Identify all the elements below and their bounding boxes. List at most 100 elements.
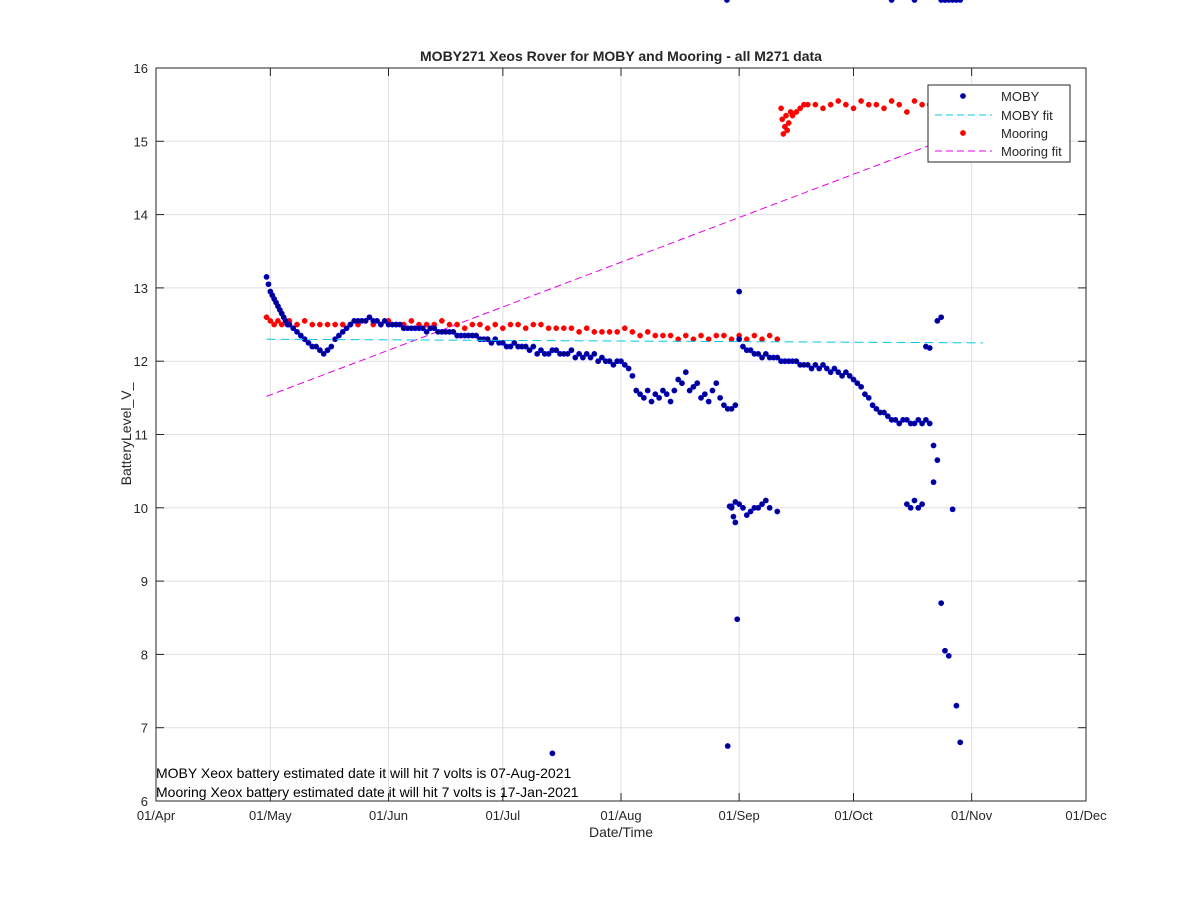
mooring-point <box>919 101 925 108</box>
moby-point <box>934 457 941 464</box>
mooring-point <box>317 321 323 328</box>
mooring-point <box>606 329 613 335</box>
moby-point <box>812 361 819 368</box>
moby-point <box>728 504 735 511</box>
mooring-point <box>858 98 864 104</box>
moby-point <box>640 394 647 401</box>
moby-point <box>793 358 800 365</box>
legend-mooring-marker <box>960 130 966 136</box>
moby-point <box>930 442 937 449</box>
moby-point <box>740 504 746 511</box>
x-axis-label: Date/Time <box>589 824 653 840</box>
moby-point <box>842 369 849 376</box>
moby-point <box>903 501 910 508</box>
mooring-point <box>553 325 560 332</box>
moby-point <box>926 420 933 427</box>
mooring-point <box>301 318 308 324</box>
x-tick-label: 01/Jun <box>369 808 408 823</box>
moby-estimate-annotation: MOBY Xeox battery estimated date it will… <box>156 765 571 781</box>
moby-point <box>850 376 857 383</box>
moby-point <box>892 416 899 423</box>
mooring-point <box>766 332 773 339</box>
moby-point <box>911 0 918 3</box>
moby-point <box>839 372 845 379</box>
moby-point <box>854 380 861 387</box>
mooring-point <box>812 101 819 108</box>
mooring-point <box>682 332 689 339</box>
y-tick-label: 10 <box>134 501 148 516</box>
mooring-point <box>454 321 460 328</box>
moby-point <box>423 328 430 335</box>
moby-point <box>286 321 293 328</box>
mooring-point <box>439 318 445 324</box>
moby-point <box>484 336 491 343</box>
moby-point <box>265 281 272 288</box>
moby-point <box>736 336 743 343</box>
moby-point <box>808 365 815 372</box>
moby-point <box>667 398 674 405</box>
moby-point <box>507 343 514 350</box>
moby-point <box>774 508 781 515</box>
mooring-point <box>515 321 521 328</box>
mooring-point <box>835 98 842 104</box>
y-tick-label: 8 <box>141 647 148 662</box>
moby-point <box>938 600 945 606</box>
moby-point <box>957 0 964 3</box>
mooring-point <box>629 329 636 335</box>
mooring-point <box>469 321 476 328</box>
legend-moby-marker <box>960 93 966 99</box>
mooring-point <box>789 112 796 119</box>
mooring-point <box>591 329 598 335</box>
moby-point <box>316 347 323 354</box>
moby-point <box>579 354 586 361</box>
moby-point <box>599 354 605 361</box>
mooring-point <box>263 314 270 321</box>
moby-point <box>766 504 773 511</box>
moby-point <box>313 343 319 350</box>
moby-point <box>736 501 743 508</box>
mooring-point <box>783 112 789 119</box>
mooring-point <box>774 336 781 343</box>
mooring-point <box>698 332 704 339</box>
moby-point <box>473 332 480 339</box>
mooring-point <box>560 325 567 332</box>
ticks: 01/Apr 01/May 01/Jun 01/Jul 01/Aug 01/Sep 01/O… <box>134 61 1108 823</box>
moby-point <box>846 372 853 379</box>
moby-point <box>377 321 384 328</box>
moby-point <box>499 339 506 346</box>
x-tick-label: 01/Jul <box>485 808 520 823</box>
moby-point <box>705 398 712 405</box>
moby-point <box>911 420 918 427</box>
moby-point <box>926 345 933 351</box>
x-tick-label: 01/Oct <box>834 808 873 823</box>
legend-moby-fit-label: MOBY fit <box>1001 108 1053 123</box>
mooring-point <box>793 109 800 115</box>
moby-point <box>553 347 560 354</box>
mooring-point <box>873 101 880 108</box>
mooring-point <box>461 325 468 332</box>
moby-point <box>637 391 643 398</box>
mooring-point <box>492 321 499 328</box>
moby-point <box>759 501 765 508</box>
moby-point <box>759 354 765 361</box>
mooring-point <box>660 332 666 339</box>
moby-point <box>660 387 666 394</box>
grid <box>156 68 1086 801</box>
y-tick-label: 16 <box>134 61 148 76</box>
moby-point <box>564 350 571 357</box>
moby-point <box>656 394 663 401</box>
mooring-point <box>759 336 765 343</box>
moby-point <box>743 512 750 519</box>
mooring-point <box>667 332 674 339</box>
moby-point <box>522 343 529 350</box>
moby-point <box>538 347 544 354</box>
moby-point <box>686 387 693 394</box>
mooring-point <box>522 325 529 332</box>
mooring-point <box>423 321 430 328</box>
mooring-point <box>507 321 514 328</box>
legend: MOBY MOBY fit Mooring Mooring fit <box>927 84 1071 163</box>
moby-point <box>652 391 659 398</box>
mooring-point <box>780 131 787 137</box>
moby-point <box>869 402 876 409</box>
